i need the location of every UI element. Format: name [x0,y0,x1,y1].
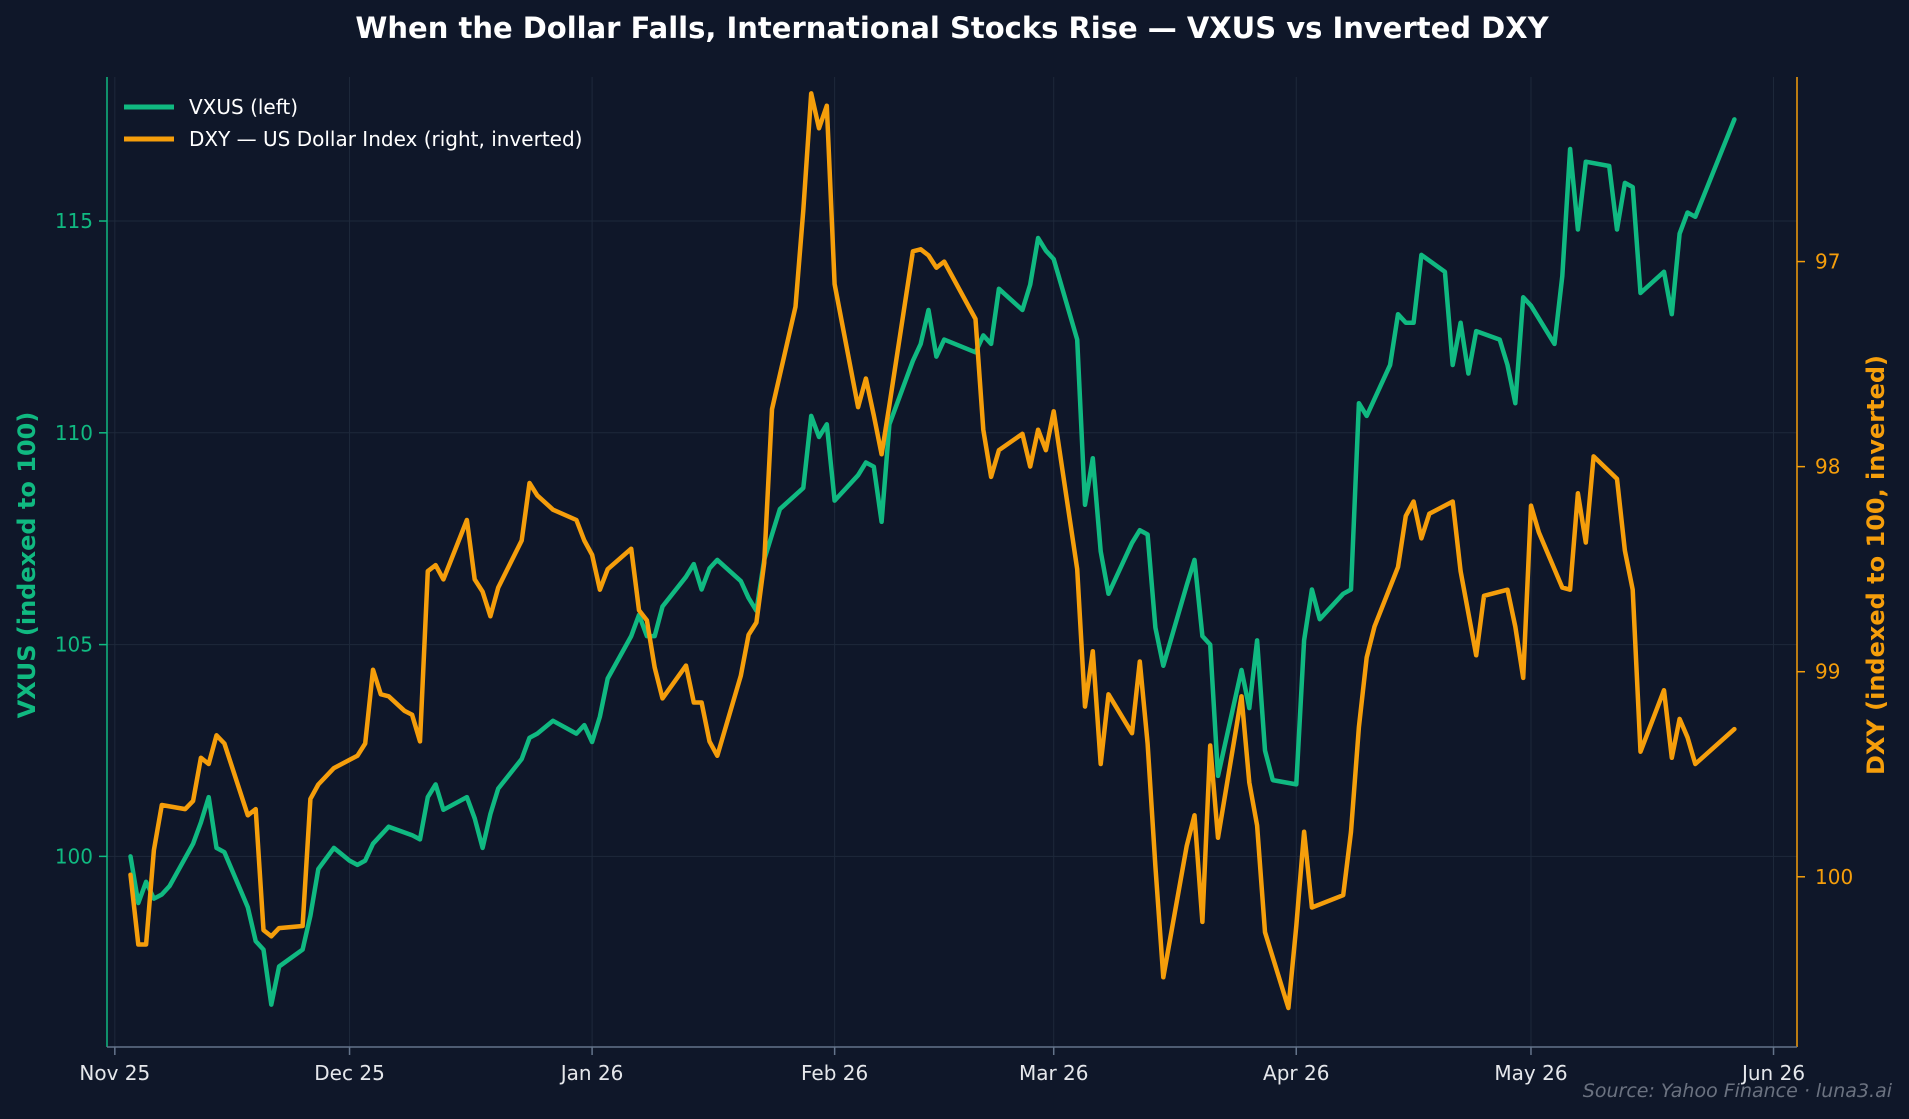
dxy-series-line [128,91,1737,1011]
x-tick-label: Jun 26 [1740,1061,1805,1085]
axes: Nov 25 Dec 25 Jan 26 Feb 26 Mar 26 Apr 26 May … [55,77,1853,1085]
left-axis-label: VXUS (indexed to 100) [13,412,41,719]
right-axis-label: DXY (indexed to 100, inverted) [1862,355,1890,775]
x-tick-label: May 26 [1494,1061,1567,1085]
right-tick-label: 100 [1815,865,1853,889]
left-tick-label: 100 [55,844,93,868]
gridlines [107,77,1797,1047]
x-tick-label: Mar 26 [1019,1061,1089,1085]
legend-label-dxy: DXY — US Dollar Index (right, inverted) [189,127,582,151]
source-note: Source: Yahoo Finance · luna3.ai [1583,1080,1893,1102]
left-tick-label: 110 [55,421,93,445]
x-tick-label: Apr 26 [1263,1061,1329,1085]
x-tick-label: Feb 26 [801,1061,868,1085]
legend-label-vxus: VXUS (left) [189,95,298,119]
right-tick-label: 99 [1815,660,1840,684]
series-layer [128,91,1737,1011]
vxus-series-line [128,117,1737,1007]
chart-title: When the Dollar Falls, International Sto… [355,11,1549,45]
x-tick-label: Dec 25 [314,1061,385,1085]
right-tick-label: 97 [1815,250,1840,274]
x-tick-label: Nov 25 [79,1061,150,1085]
left-tick-label: 105 [55,633,93,657]
right-tick-label: 98 [1815,455,1840,479]
x-tick-label: Jan 26 [559,1061,624,1085]
left-tick-label: 115 [55,209,93,233]
legend: VXUS (left) DXY — US Dollar Index (right… [124,95,582,151]
